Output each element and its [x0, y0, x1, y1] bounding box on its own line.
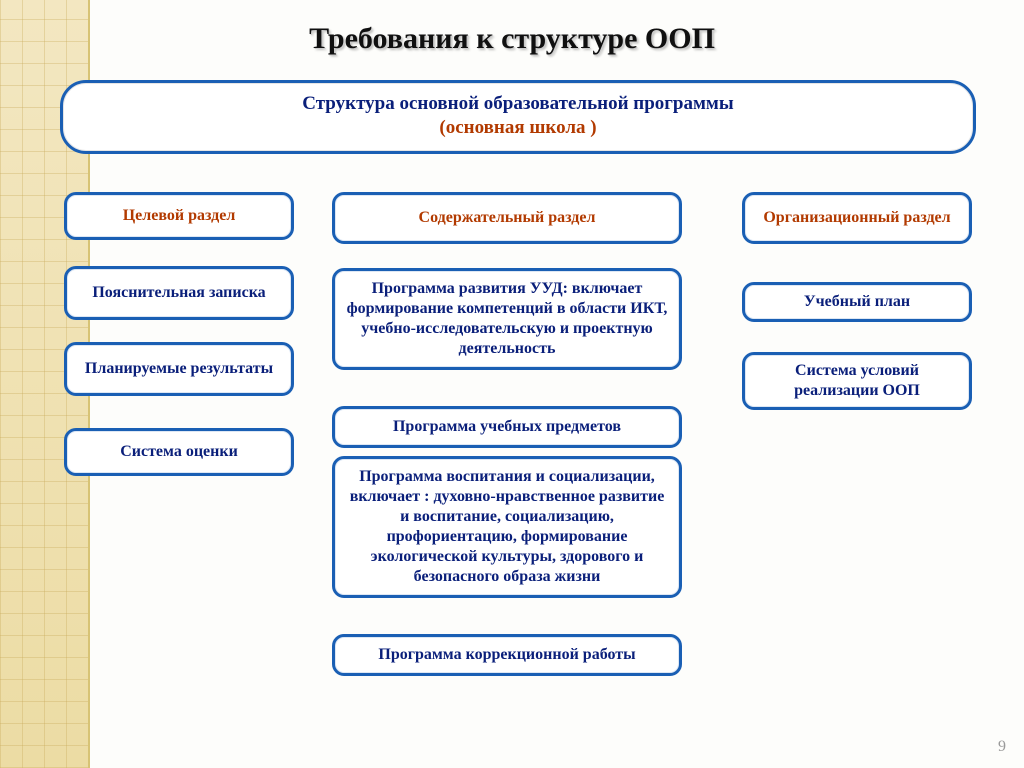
content-socialization: Программа воспитания и социализации, вкл…	[332, 456, 682, 598]
header-line1: Структура основной образовательной прогр…	[81, 93, 955, 115]
org-curriculum: Учебный план	[742, 282, 972, 322]
target-results: Планируемые результаты	[64, 342, 294, 396]
org-conditions: Система условий реализации ООП	[742, 352, 972, 410]
section-organizational: Организационный раздел	[742, 192, 972, 244]
section-content: Содержательный раздел	[332, 192, 682, 244]
content-subjects: Программа учебных предметов	[332, 406, 682, 448]
target-assessment: Система оценки	[64, 428, 294, 476]
structure-header-box: Структура основной образовательной прогр…	[60, 80, 976, 154]
target-note: Пояснительная записка	[64, 266, 294, 320]
section-target: Целевой раздел	[64, 192, 294, 240]
page-title: Требования к структуре ООП	[0, 22, 1024, 56]
page-number: 9	[998, 738, 1006, 756]
content-uud: Программа развития УУД: включает формиро…	[332, 268, 682, 370]
content-correction: Программа коррекционной работы	[332, 634, 682, 676]
header-line2: (основная школа )	[81, 117, 955, 139]
